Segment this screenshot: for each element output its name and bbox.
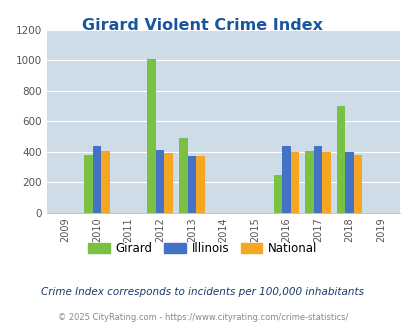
- Bar: [273, 175, 281, 213]
- Bar: [322, 152, 330, 213]
- Bar: [290, 152, 298, 213]
- Bar: [353, 155, 361, 213]
- Bar: [313, 146, 322, 213]
- Bar: [84, 155, 93, 213]
- Text: © 2025 CityRating.com - https://www.cityrating.com/crime-statistics/: © 2025 CityRating.com - https://www.city…: [58, 313, 347, 322]
- Bar: [187, 156, 196, 213]
- Bar: [336, 106, 344, 213]
- Bar: [147, 59, 156, 213]
- Bar: [344, 152, 353, 213]
- Bar: [164, 153, 173, 213]
- Bar: [93, 147, 101, 213]
- Bar: [196, 156, 204, 213]
- Bar: [156, 149, 164, 213]
- Bar: [281, 147, 290, 213]
- Legend: Girard, Illinois, National: Girard, Illinois, National: [83, 237, 322, 260]
- Bar: [179, 138, 187, 213]
- Text: Girard Violent Crime Index: Girard Violent Crime Index: [82, 18, 323, 33]
- Bar: [101, 151, 110, 213]
- Bar: [305, 151, 313, 213]
- Text: Crime Index corresponds to incidents per 100,000 inhabitants: Crime Index corresponds to incidents per…: [41, 287, 364, 297]
